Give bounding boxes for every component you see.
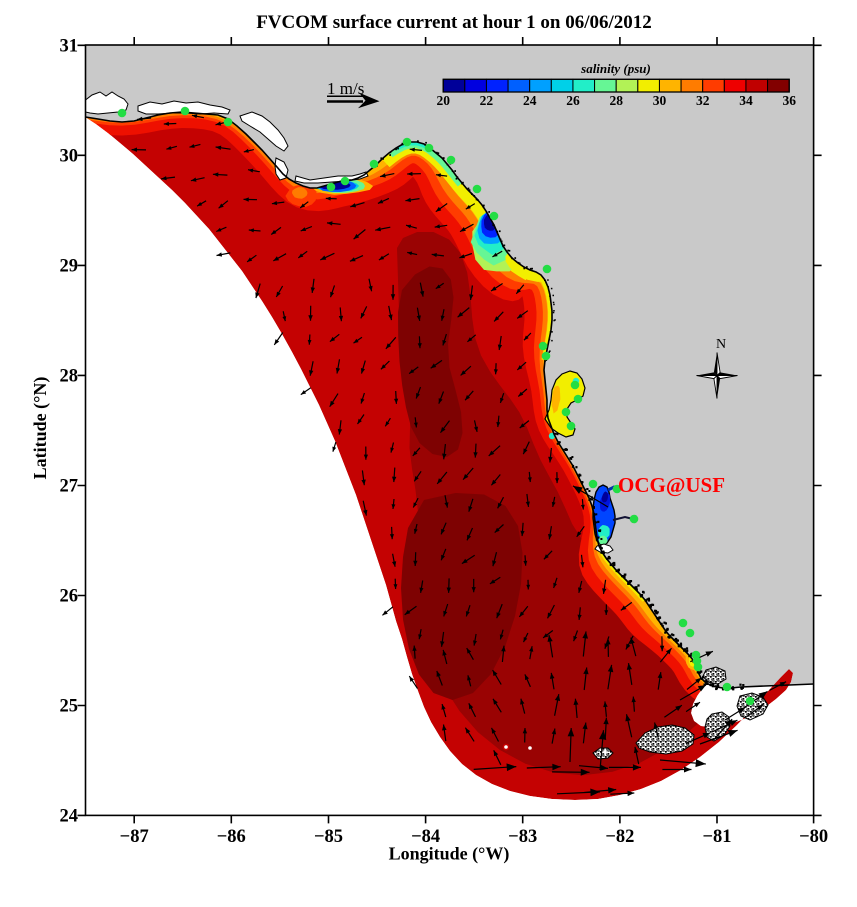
svg-text:−80: −80 [799, 827, 828, 847]
svg-text:−87: −87 [120, 827, 149, 847]
svg-text:28: 28 [609, 93, 623, 108]
svg-text:salinity (psu): salinity (psu) [580, 61, 651, 76]
svg-text:N: N [716, 337, 726, 352]
svg-text:28: 28 [60, 367, 79, 387]
svg-text:−85: −85 [314, 827, 343, 847]
svg-text:OCG@USF: OCG@USF [618, 473, 725, 497]
svg-text:−83: −83 [508, 827, 537, 847]
svg-text:Longitude (°W): Longitude (°W) [389, 844, 510, 865]
svg-text:27: 27 [60, 477, 79, 497]
svg-text:−82: −82 [605, 827, 634, 847]
svg-text:30: 30 [60, 147, 79, 167]
svg-text:26: 26 [566, 93, 580, 108]
svg-text:20: 20 [436, 93, 450, 108]
svg-text:32: 32 [696, 93, 710, 108]
svg-text:FVCOM surface current at hour: FVCOM surface current at hour 1 on 06/06… [256, 12, 652, 33]
svg-text:24: 24 [523, 93, 537, 108]
svg-text:36: 36 [782, 93, 796, 108]
svg-text:24: 24 [60, 807, 79, 827]
svg-text:Latitude (°N): Latitude (°N) [30, 377, 51, 480]
svg-text:34: 34 [739, 93, 753, 108]
svg-text:−84: −84 [411, 827, 440, 847]
svg-text:29: 29 [60, 257, 79, 277]
svg-text:−81: −81 [702, 827, 731, 847]
svg-text:30: 30 [653, 93, 667, 108]
svg-text:31: 31 [60, 37, 79, 57]
svg-text:−86: −86 [217, 827, 246, 847]
svg-text:1 m/s: 1 m/s [327, 79, 364, 98]
svg-text:26: 26 [60, 587, 79, 607]
svg-text:25: 25 [60, 697, 79, 717]
svg-text:22: 22 [480, 93, 494, 108]
